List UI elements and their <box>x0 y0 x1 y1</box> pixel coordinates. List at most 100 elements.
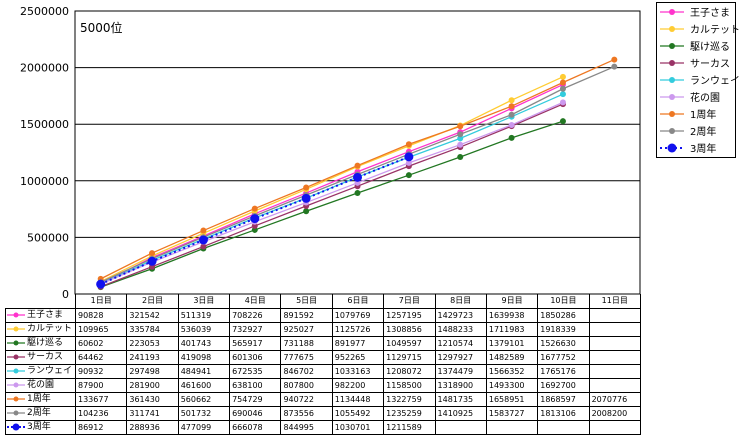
table-cell: 1208072 <box>383 363 436 379</box>
table-cell <box>588 377 641 393</box>
table-cell: 2008200 <box>588 405 641 421</box>
table-cell: 1850286 <box>537 307 590 323</box>
table-row: 2周年 104236 311741 501732 690046 873556 1055492… <box>5 405 641 421</box>
data-table: 1日目 2日目 3日目 4日目 5日目 6日目 7日目 8日目 9日目 10日目 11日目 王子さま 9… <box>5 294 641 435</box>
x-tick-label: 11日目 <box>588 294 641 309</box>
table-cell: 690046 <box>229 405 282 421</box>
table-cell <box>485 419 539 435</box>
table-cell: 1583727 <box>485 405 539 421</box>
table-cell: 1711983 <box>485 321 539 337</box>
table-cell: 1079769 <box>331 307 385 323</box>
data-point <box>559 85 566 92</box>
table-cell: 638100 <box>229 377 282 393</box>
table-row: 王子さま 90828 321542 511319 708226 891592 1079769… <box>5 307 641 323</box>
table-row: 3周年 86912 288936 477099 666078 844995 1030701 1… <box>5 419 641 435</box>
table-cell: 1677752 <box>537 349 590 365</box>
table-cell: 565917 <box>229 335 282 351</box>
table-cell: 477099 <box>177 419 231 435</box>
table-cell: 891977 <box>331 335 385 351</box>
table-cell: 1211589 <box>383 419 436 435</box>
table-cell: 109965 <box>74 321 128 337</box>
table-cell: 846702 <box>280 363 333 379</box>
legend-swatch <box>660 42 684 49</box>
data-point <box>457 123 464 130</box>
data-point <box>559 73 566 80</box>
table-cell <box>588 321 641 337</box>
data-point <box>147 256 157 266</box>
data-point <box>559 118 566 125</box>
data-point <box>405 172 412 179</box>
x-tick-label: 3日目 <box>177 294 231 309</box>
table-cell: 501732 <box>177 405 231 421</box>
table-cell: 223053 <box>126 335 179 351</box>
table-cell: 560662 <box>177 391 231 407</box>
table-cell: 1692700 <box>537 377 590 393</box>
table-cell: 1482589 <box>485 349 539 365</box>
data-point <box>353 172 362 182</box>
x-tick-label: 8日目 <box>434 294 487 309</box>
table-cell: 536039 <box>177 321 231 337</box>
table-row: カルテット 109965 335784 536039 732927 925027 11257… <box>5 321 641 337</box>
legend-item: 1周年 <box>657 105 735 122</box>
table-cell: 1379101 <box>485 335 539 351</box>
table-cell: 87900 <box>74 377 128 393</box>
data-point <box>559 91 566 98</box>
table-cell: 601306 <box>229 349 282 365</box>
data-point <box>405 141 412 148</box>
table-cell: 511319 <box>177 307 231 323</box>
row-label: サーカス <box>27 351 64 362</box>
chart-annotation: 5000位 <box>80 20 123 35</box>
data-point <box>404 152 414 162</box>
table-cell: 1658951 <box>485 391 539 407</box>
legend-swatch <box>660 143 684 152</box>
legend-label: 2周年 <box>690 127 717 138</box>
table-cell: 1488233 <box>434 321 487 337</box>
legend-label: 3周年 <box>690 144 717 155</box>
legend-swatch <box>660 76 684 83</box>
table-cell: 484941 <box>177 363 231 379</box>
table-cell: 1297927 <box>434 349 487 365</box>
row-header: 1周年 <box>5 391 76 407</box>
data-point <box>200 227 207 234</box>
x-tick-label: 5日目 <box>280 294 333 309</box>
series-line <box>100 101 564 285</box>
table-cell: 952265 <box>331 349 385 365</box>
legend-item: ランウェイ <box>657 71 740 88</box>
series-line <box>100 83 564 285</box>
table-cell <box>537 419 590 435</box>
table-cell <box>434 419 487 435</box>
legend-label: 1周年 <box>690 110 717 121</box>
table-cell: 288936 <box>126 419 179 435</box>
series-line <box>100 103 564 288</box>
row-swatch <box>7 312 25 318</box>
row-swatch <box>7 396 25 402</box>
data-point <box>303 184 310 191</box>
legend-swatch <box>660 110 684 117</box>
table-cell: 281900 <box>126 377 179 393</box>
x-tick-label: 9日目 <box>485 294 539 309</box>
table-cell: 1481735 <box>434 391 487 407</box>
data-point <box>301 193 311 203</box>
table-cell <box>588 419 641 435</box>
data-point <box>149 250 156 257</box>
row-swatch <box>7 326 25 332</box>
y-tick-label: 0 <box>62 288 69 300</box>
data-point <box>198 235 208 245</box>
table-cell: 1055492 <box>331 405 385 421</box>
data-point <box>559 99 566 106</box>
x-tick-label: 1日目 <box>74 294 128 309</box>
data-point <box>559 79 566 86</box>
table-cell: 1493300 <box>485 377 539 393</box>
data-point <box>405 159 412 166</box>
table-row: サーカス 64462 241193 419098 601306 777675 952265 1… <box>5 349 641 365</box>
table-cell: 1526630 <box>537 335 590 351</box>
legend-label: ランウェイ <box>690 76 740 87</box>
x-tick-label: 2日目 <box>126 294 179 309</box>
legend-item: 2周年 <box>657 122 735 139</box>
legend-label: 駆け巡る <box>690 42 730 53</box>
data-point <box>96 279 106 289</box>
data-point <box>354 162 361 169</box>
row-label: 1周年 <box>27 393 51 404</box>
row-label: 駆け巡る <box>27 337 64 348</box>
table-cell: 1410925 <box>434 405 487 421</box>
